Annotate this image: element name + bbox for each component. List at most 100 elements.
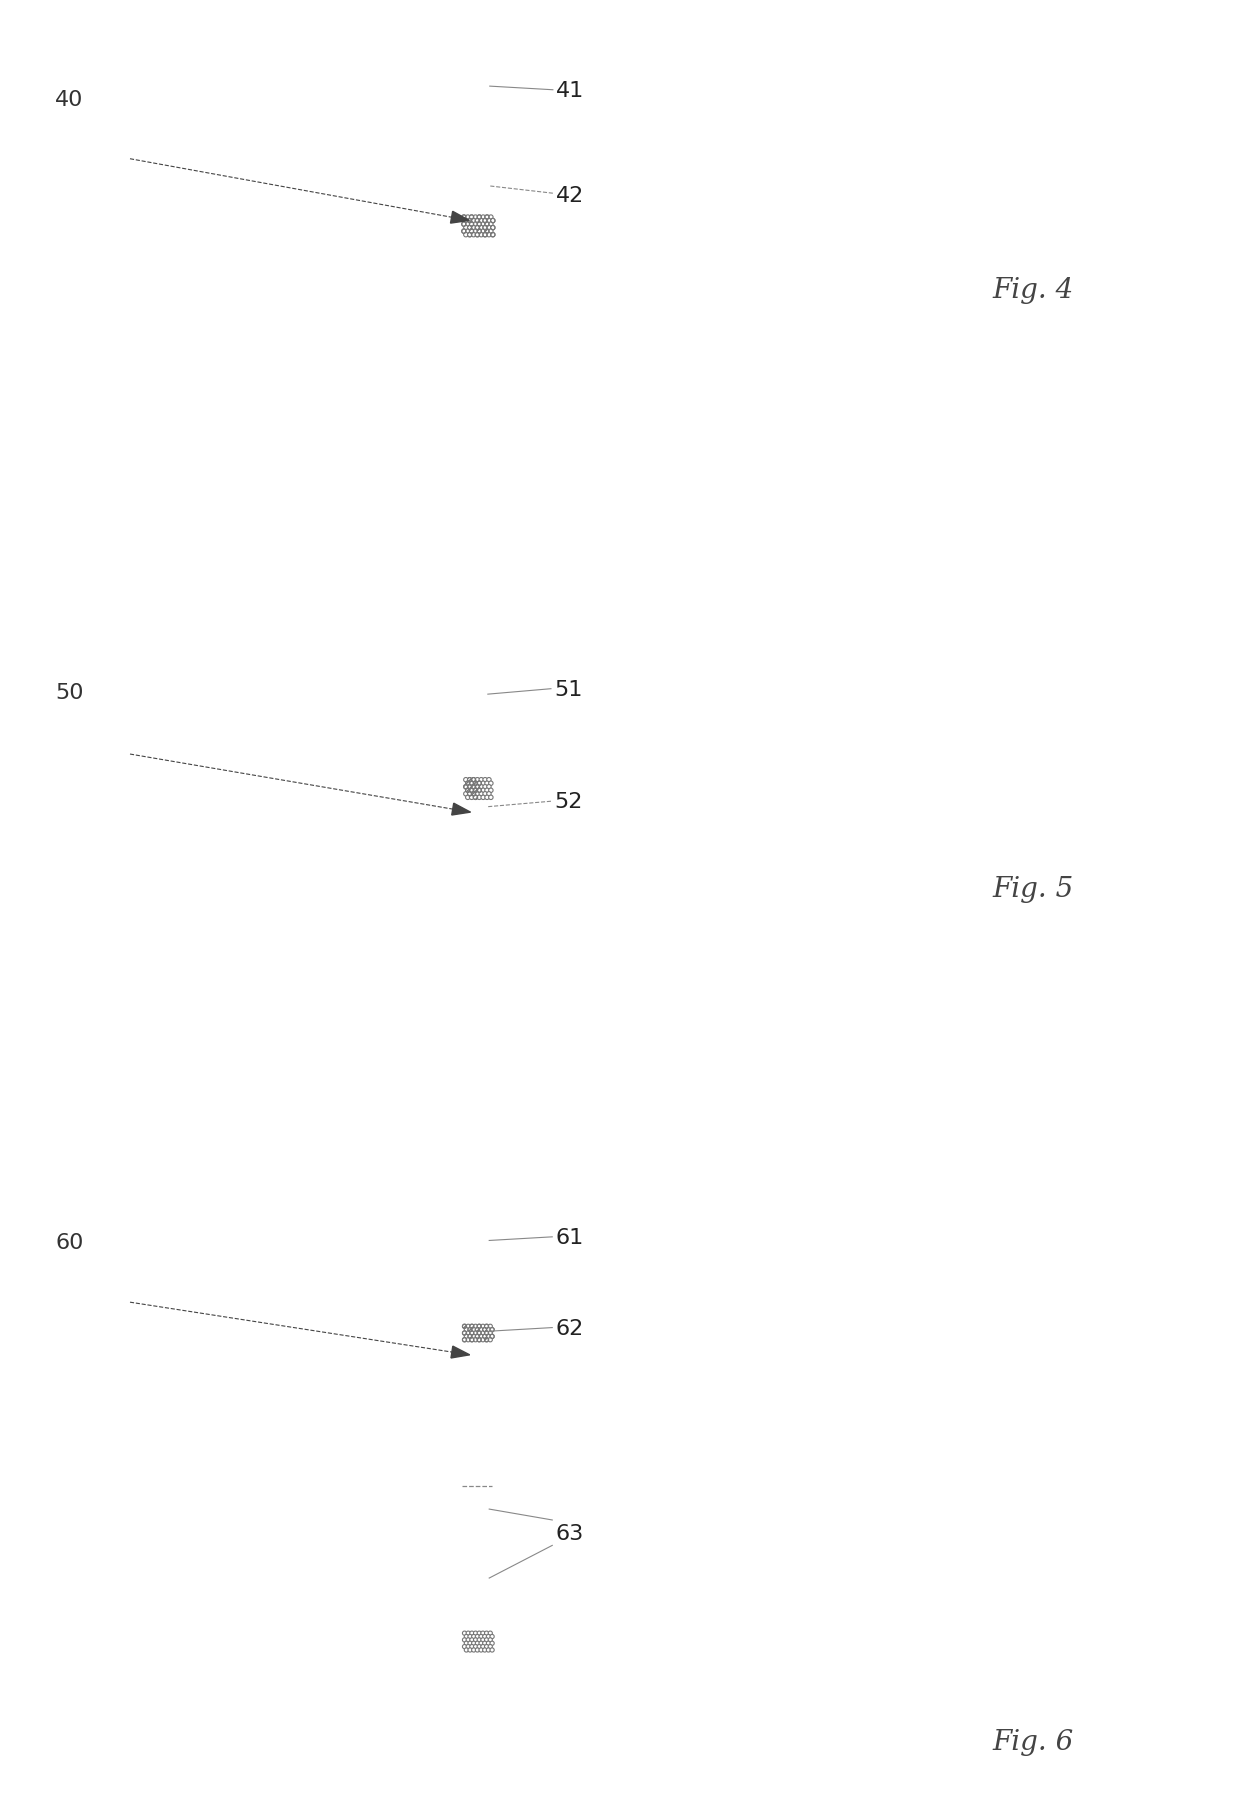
Circle shape [482, 1642, 487, 1645]
Circle shape [485, 1631, 489, 1636]
Circle shape [485, 1324, 489, 1328]
Circle shape [489, 223, 494, 227]
Circle shape [474, 796, 477, 800]
Circle shape [471, 1634, 476, 1638]
Circle shape [487, 793, 491, 796]
Circle shape [470, 1631, 474, 1636]
Circle shape [470, 789, 474, 793]
Circle shape [464, 1647, 469, 1653]
Circle shape [465, 230, 470, 234]
Circle shape [481, 1638, 485, 1642]
Circle shape [465, 216, 470, 219]
Circle shape [477, 230, 481, 234]
Circle shape [485, 789, 490, 793]
Circle shape [477, 789, 481, 793]
Circle shape [467, 793, 472, 796]
Circle shape [474, 223, 477, 227]
Circle shape [466, 1331, 470, 1335]
Circle shape [465, 223, 470, 227]
Circle shape [482, 1328, 487, 1331]
Circle shape [482, 778, 487, 782]
Circle shape [481, 223, 485, 227]
Circle shape [477, 1645, 481, 1649]
Circle shape [477, 1631, 481, 1636]
Circle shape [474, 216, 477, 219]
Circle shape [471, 793, 476, 796]
Circle shape [489, 789, 494, 793]
Circle shape [470, 1324, 474, 1328]
Circle shape [481, 1339, 485, 1342]
Circle shape [471, 219, 476, 223]
Circle shape [464, 1335, 469, 1339]
Circle shape [479, 227, 484, 230]
Circle shape [485, 782, 490, 785]
Circle shape [482, 234, 487, 238]
Text: 63: 63 [556, 1522, 584, 1544]
Circle shape [481, 796, 485, 800]
Circle shape [474, 230, 477, 234]
Circle shape [471, 1328, 476, 1331]
Circle shape [487, 219, 491, 223]
Circle shape [475, 1647, 480, 1653]
Circle shape [467, 785, 472, 789]
Circle shape [471, 778, 476, 782]
Text: Fig. 6: Fig. 6 [992, 1729, 1074, 1754]
Circle shape [467, 227, 472, 230]
Circle shape [461, 216, 466, 219]
Circle shape [479, 785, 484, 789]
Circle shape [470, 223, 474, 227]
Circle shape [464, 219, 467, 223]
Circle shape [474, 1638, 477, 1642]
Circle shape [486, 1335, 491, 1339]
Circle shape [463, 1645, 466, 1649]
Circle shape [470, 1339, 474, 1342]
Circle shape [467, 1328, 472, 1331]
Circle shape [475, 793, 480, 796]
Circle shape [475, 1328, 480, 1331]
Text: 52: 52 [554, 791, 583, 813]
Circle shape [485, 796, 490, 800]
Circle shape [481, 1631, 485, 1636]
Circle shape [474, 1331, 477, 1335]
Circle shape [485, 1339, 489, 1342]
Text: Fig. 5: Fig. 5 [992, 876, 1074, 902]
Circle shape [475, 778, 480, 782]
Circle shape [485, 1645, 489, 1649]
Circle shape [465, 782, 470, 785]
Circle shape [464, 785, 467, 789]
Circle shape [470, 216, 474, 219]
Circle shape [482, 1647, 487, 1653]
Circle shape [479, 1634, 484, 1638]
Circle shape [475, 234, 480, 238]
Circle shape [474, 782, 477, 785]
Circle shape [489, 1638, 492, 1642]
Text: 61: 61 [556, 1226, 584, 1248]
Circle shape [467, 1634, 472, 1638]
Circle shape [475, 1335, 480, 1339]
Circle shape [481, 1645, 485, 1649]
Circle shape [486, 1634, 491, 1638]
Circle shape [489, 1331, 492, 1335]
Circle shape [470, 796, 474, 800]
Circle shape [463, 1638, 466, 1642]
Circle shape [466, 1638, 470, 1642]
Circle shape [463, 1324, 466, 1328]
Circle shape [481, 782, 485, 785]
Circle shape [464, 1642, 469, 1645]
Circle shape [482, 219, 487, 223]
Circle shape [485, 1331, 489, 1335]
Circle shape [466, 1631, 470, 1636]
Circle shape [467, 234, 472, 238]
Circle shape [474, 1631, 477, 1636]
Circle shape [481, 1324, 485, 1328]
Circle shape [479, 1335, 484, 1339]
Circle shape [474, 1324, 477, 1328]
Circle shape [489, 1631, 492, 1636]
Circle shape [477, 216, 481, 219]
Circle shape [490, 1647, 495, 1653]
Circle shape [489, 796, 494, 800]
Circle shape [471, 785, 476, 789]
Circle shape [479, 1328, 484, 1331]
Circle shape [482, 1634, 487, 1638]
Circle shape [481, 789, 485, 793]
